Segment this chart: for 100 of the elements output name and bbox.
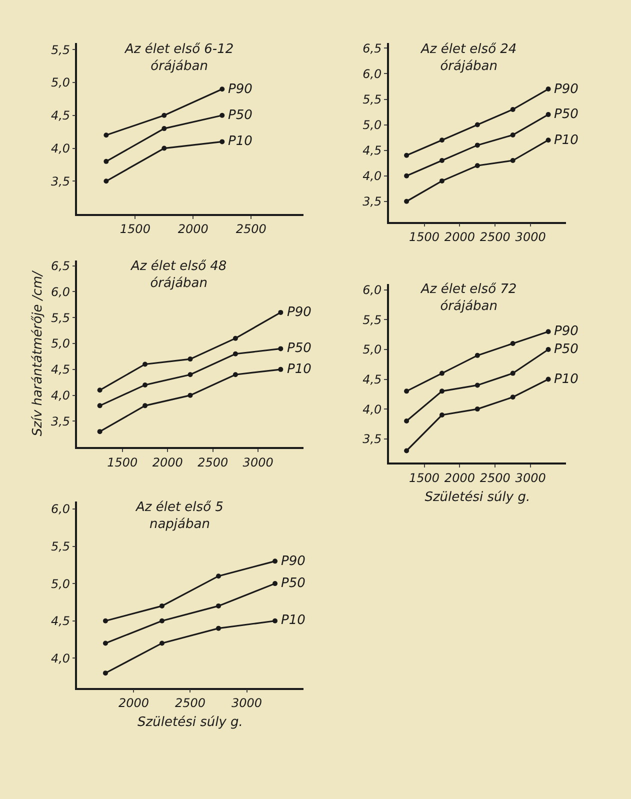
y-tick-label: 4,0: [362, 402, 382, 416]
point: [220, 112, 225, 118]
point: [220, 86, 225, 92]
x-tick-label: 2000: [444, 470, 476, 485]
point: [104, 178, 109, 184]
y-tick-label: 5,0: [50, 576, 70, 591]
point: [546, 346, 551, 352]
point: [510, 394, 516, 400]
point: [104, 132, 109, 138]
series-label: P90: [281, 554, 306, 569]
point: [439, 388, 444, 394]
y-tick-label: 5,5: [50, 42, 70, 57]
point: [102, 618, 108, 624]
y-tick-label: 6,0: [50, 284, 70, 299]
y-tick-label: 4,0: [50, 388, 70, 403]
series-label: P10: [554, 372, 578, 387]
series-label: P10: [228, 134, 252, 149]
x-tick-label: 1500: [408, 470, 440, 485]
text: Az élet első 6-12 órájában: [124, 42, 234, 74]
point: [546, 112, 551, 118]
point: [404, 388, 410, 394]
point: [102, 640, 108, 646]
point: [278, 346, 284, 352]
point: [474, 352, 480, 358]
x-tick-label: 2500: [236, 222, 267, 236]
x-tick-label: 1500: [408, 230, 440, 244]
point: [404, 152, 410, 158]
point: [474, 142, 480, 148]
point: [439, 412, 444, 418]
point: [104, 158, 109, 164]
x-tick-label: 3000: [231, 696, 262, 710]
point: [404, 198, 410, 204]
y-tick-label: 6,5: [50, 259, 70, 274]
x-tick-label: 1500: [107, 455, 138, 470]
point: [142, 403, 148, 408]
x-tick-label: 2500: [480, 230, 511, 244]
series-label: P50: [554, 107, 578, 122]
point: [510, 370, 516, 376]
point: [404, 418, 410, 424]
y-tick-label: 5,5: [362, 92, 382, 106]
point: [97, 388, 102, 393]
point: [232, 372, 238, 378]
series-label: P90: [228, 82, 252, 97]
x-tick-label: 2500: [198, 455, 228, 470]
point: [546, 138, 551, 143]
series-label: P50: [228, 108, 252, 123]
series-label: P90: [554, 82, 578, 97]
point: [102, 670, 108, 676]
y-tick-label: 5,5: [50, 539, 70, 554]
x-tick-label: 3000: [515, 230, 546, 244]
point: [216, 626, 221, 631]
y-tick-label: 4,5: [50, 362, 70, 377]
y-tick-label: 5,0: [362, 118, 382, 132]
series-label: P10: [287, 362, 312, 377]
y-tick-label: 5,0: [50, 76, 70, 90]
point: [474, 382, 480, 388]
point: [188, 356, 193, 362]
y-tick-label: 3,5: [362, 194, 382, 209]
point: [162, 112, 167, 118]
x-tick-label: 2000: [118, 696, 150, 710]
x-tick-label: 2000: [152, 455, 184, 470]
point: [216, 603, 221, 608]
point: [404, 173, 410, 178]
point: [439, 178, 444, 184]
series-label: P50: [281, 576, 306, 591]
y-tick-label: 6,5: [362, 41, 382, 56]
y-tick-label: 5,5: [50, 310, 70, 325]
y-tick-label: 6,0: [362, 66, 382, 81]
series-label: P10: [554, 133, 578, 148]
point: [510, 158, 516, 164]
y-tick-label: 3,5: [50, 414, 70, 428]
y-tick-label: 3,5: [50, 174, 70, 188]
point: [188, 392, 193, 398]
point: [474, 122, 480, 128]
y-tick-label: 6,0: [362, 283, 382, 298]
point: [220, 139, 225, 144]
x-tick-label: 3000: [515, 470, 546, 485]
point: [159, 603, 164, 608]
series-label: P50: [287, 341, 312, 356]
point: [272, 558, 278, 564]
point: [439, 138, 444, 143]
point: [159, 618, 164, 624]
series-label: P90: [287, 305, 312, 320]
text: Az élet első 72 órájában: [420, 282, 517, 314]
point: [159, 640, 164, 646]
point: [546, 86, 551, 92]
series-label: P10: [281, 613, 306, 628]
x-tick-label: 2500: [174, 696, 206, 710]
point: [510, 106, 516, 112]
text: Az élet első 48 órájában: [130, 259, 227, 291]
point: [142, 382, 148, 388]
point: [162, 126, 167, 132]
y-tick-label: 4,5: [50, 108, 70, 123]
point: [474, 406, 480, 412]
y-tick-label: 5,5: [362, 312, 382, 327]
x-tick-label: 2000: [178, 222, 209, 236]
y-tick-label: 4,0: [50, 651, 70, 666]
point: [439, 370, 444, 376]
point: [439, 158, 444, 164]
y-tick-label: 4,0: [50, 141, 70, 156]
